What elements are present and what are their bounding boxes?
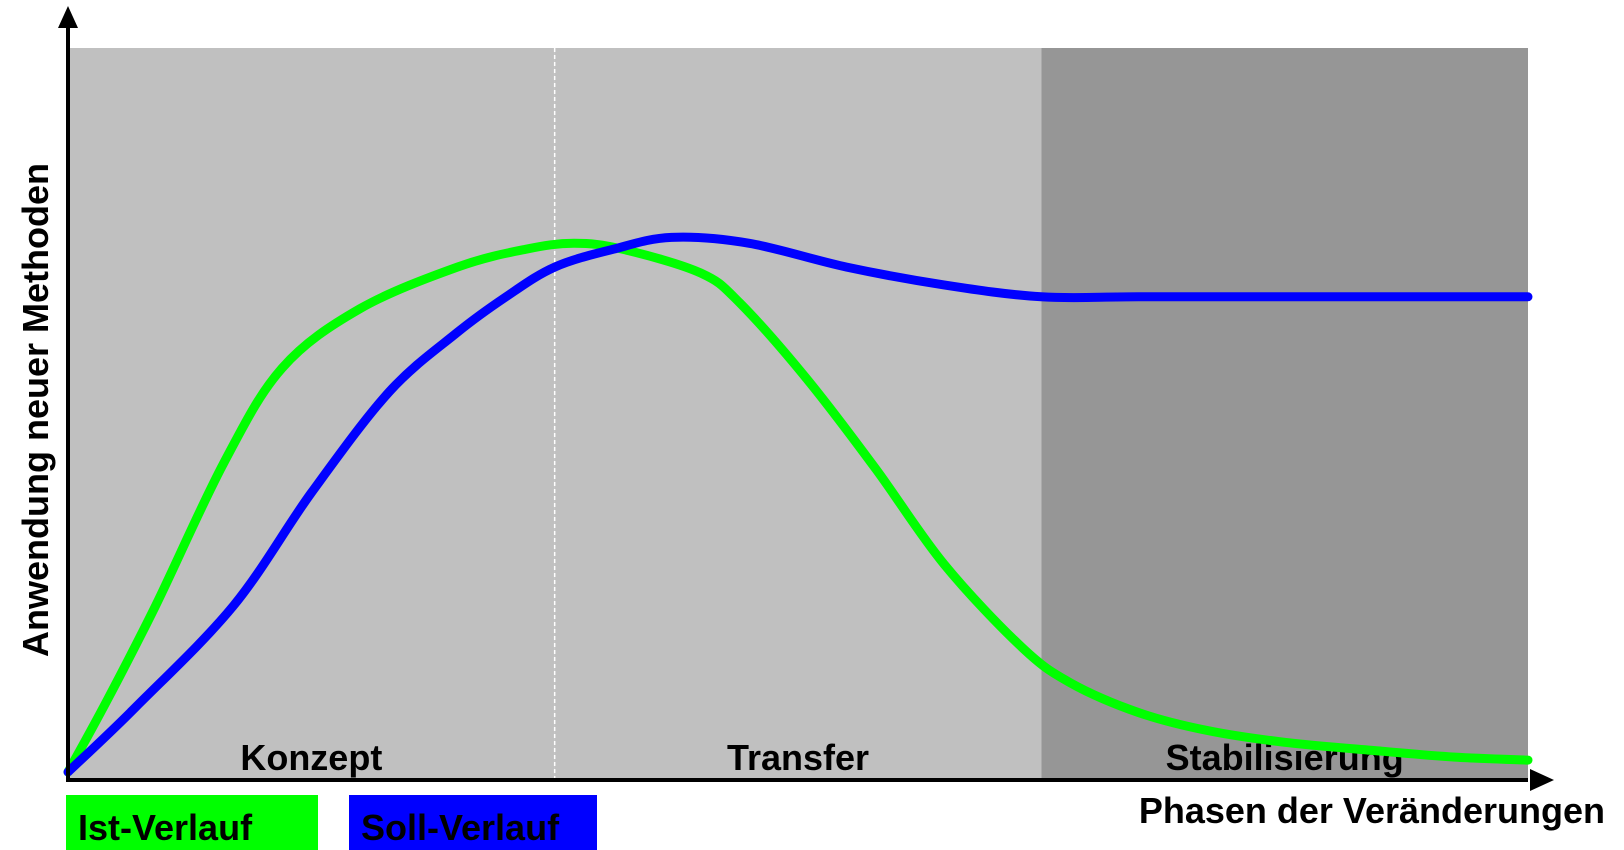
- phase-band-stabilisierung: [1041, 48, 1528, 778]
- series-line-soll-verlauf: [63, 232, 1533, 777]
- phase-band-transfer: [554, 48, 1042, 778]
- legend-ist: Ist-Verlauf: [66, 795, 318, 850]
- x-axis-arrowhead: [1530, 769, 1554, 791]
- phase-band-konzept: [68, 48, 555, 778]
- legend-ist-label: Ist-Verlauf: [78, 807, 253, 848]
- phase-label-konzept: Konzept: [240, 737, 382, 778]
- x-axis-title: Phasen der Veränderungen: [1139, 790, 1605, 831]
- series-line-ist-verlauf: [63, 238, 1533, 777]
- legend-soll: Soll-Verlauf: [349, 795, 597, 850]
- y-axis-arrowhead: [58, 6, 78, 28]
- y-axis-title: Anwendung neuer Methoden: [15, 163, 56, 657]
- phase-label-transfer: Transfer: [727, 737, 869, 778]
- legend-soll-label: Soll-Verlauf: [361, 807, 560, 848]
